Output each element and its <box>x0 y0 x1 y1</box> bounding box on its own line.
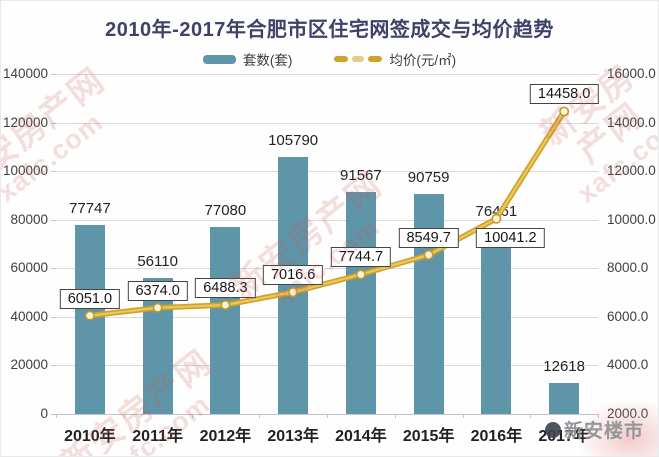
axis-tick <box>51 414 56 415</box>
y-axis-tick-label-right: 4000.0 <box>607 357 649 373</box>
y-axis-tick-label-right: 8000.0 <box>607 260 649 276</box>
axis-tick <box>191 414 193 418</box>
grid-line <box>56 316 598 318</box>
y-axis-tick-label-left: 80000 <box>10 211 48 227</box>
axis-tick <box>51 316 56 318</box>
bar-series-swatch-icon <box>202 54 236 64</box>
y-axis-tick-label-left: 20000 <box>10 357 48 373</box>
price-value-label: 10041.2 <box>476 227 545 248</box>
price-value-label: 6488.3 <box>195 277 256 298</box>
bar-value-label: 77080 <box>204 201 247 219</box>
legend-line-label: 均价(元/㎡) <box>389 53 457 68</box>
y-axis-tick-label-left: 40000 <box>10 308 48 324</box>
grid-line <box>56 365 598 367</box>
chart-legend: 套数(套) 均价(元/㎡) <box>1 49 658 69</box>
axis-tick <box>51 74 56 75</box>
x-axis-category-label: 2012年 <box>199 428 252 445</box>
axis-tick <box>123 414 125 418</box>
axis-tick <box>327 414 328 418</box>
price-value-label: 14458.0 <box>529 84 599 105</box>
y-axis-tick-label-left: 120000 <box>2 114 48 130</box>
bar-value-label: 76461 <box>475 203 518 221</box>
x-axis-category-label: 2010年 <box>64 428 116 445</box>
bar <box>413 193 444 414</box>
axis-tick <box>462 414 464 418</box>
x-axis-category-label: 2013年 <box>267 428 319 445</box>
price-value-label: 6374.0 <box>127 280 188 301</box>
y-axis-tick-label-left: 60000 <box>10 260 48 276</box>
legend-item-bar: 套数(套) <box>202 49 293 69</box>
bar <box>549 383 580 414</box>
price-value-label: 8549.7 <box>398 227 459 248</box>
y-axis-tick-label-right: 6000.0 <box>607 308 649 324</box>
bar-value-label: 77747 <box>69 200 111 218</box>
bar <box>210 226 241 414</box>
x-axis-category-label: 2015年 <box>402 428 455 445</box>
axis-tick <box>51 171 56 173</box>
x-axis-category-label: 2014年 <box>335 428 387 445</box>
footer-logo: 新安楼市 <box>545 416 644 443</box>
bar-value-label: 56110 <box>137 252 178 270</box>
axis-tick <box>598 414 599 418</box>
axis-tick <box>394 414 396 418</box>
y-axis-tick-label-left: 100000 <box>2 163 48 179</box>
bar <box>74 225 105 414</box>
line-marker <box>559 106 570 117</box>
axis-tick <box>259 414 261 418</box>
legend-bar-label: 套数(套) <box>242 53 293 68</box>
y-axis-tick-label-left: 140000 <box>2 66 48 81</box>
axis-tick <box>530 414 532 418</box>
line-series-swatch-icon <box>334 56 383 62</box>
y-axis-tick-label-right: 14000.0 <box>607 114 656 130</box>
y-axis-tick-label-right: 2000.0 <box>607 406 649 421</box>
axis-tick <box>51 219 56 221</box>
chart-title: 2010年-2017年合肥市区住宅网签成交与均价趋势 <box>105 19 554 41</box>
price-value-label: 6051.0 <box>59 288 121 309</box>
y-axis-tick-label-left: 0 <box>40 406 48 421</box>
y-axis-tick-label-right: 16000.0 <box>607 66 656 81</box>
bar <box>278 157 309 414</box>
axis-tick <box>51 122 56 124</box>
y-axis-tick-label-right: 12000.0 <box>607 163 656 179</box>
x-axis-category-label: 2011年 <box>132 428 183 445</box>
axis-tick <box>51 365 56 367</box>
grid-line <box>56 122 598 124</box>
bar-value-label: 12618 <box>543 358 585 376</box>
price-value-label: 7744.7 <box>330 247 392 268</box>
price-value-label: 7016.6 <box>262 265 324 286</box>
bar-value-label: 90759 <box>407 168 450 186</box>
bar <box>481 228 512 414</box>
axis-tick <box>56 414 57 418</box>
grid-line <box>56 74 598 75</box>
x-axis-category-label: 2016年 <box>470 428 523 445</box>
bar-value-label: 105790 <box>268 132 319 150</box>
legend-item-line: 均价(元/㎡) <box>334 49 456 69</box>
footer-logo-icon <box>545 421 561 438</box>
footer-logo-label: 新安楼市 <box>564 421 645 442</box>
y-axis-tick-label-right: 10000.0 <box>607 211 656 227</box>
axis-tick <box>51 268 56 270</box>
bar <box>345 191 376 414</box>
